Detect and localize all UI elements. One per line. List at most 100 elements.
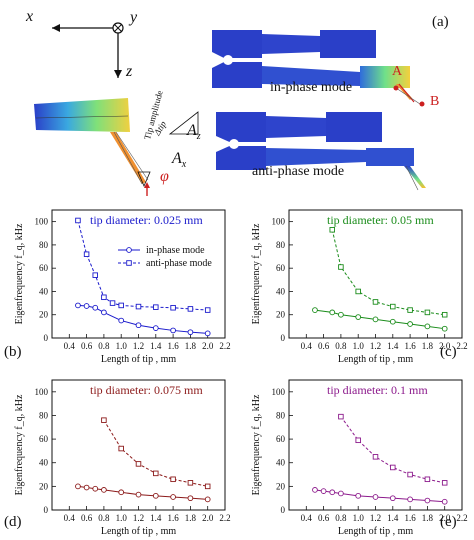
data-point-anti-phase [355,437,361,444]
data-point-in-phase [187,495,194,502]
x-tick-label: 2.2 [456,341,467,351]
a-x-label: Ax [172,150,186,170]
data-point-in-phase [101,487,107,493]
y-tick-label: 60 [276,263,286,273]
data-point-in-phase [389,495,396,502]
data-point-anti-phase [424,309,431,316]
data-point-anti-phase [329,227,335,233]
a-x-sub: x [181,159,187,171]
x-tick-label: 1.6 [404,341,416,351]
legend-label: anti-phase mode [146,258,212,269]
panel-letter-a: (a) [432,14,449,30]
panel-letter-e: (e) [440,514,457,530]
y-tick-label: 80 [276,240,286,250]
a-z-sub: z [196,131,201,143]
data-point-anti-phase [153,470,159,477]
y-tick-label: 80 [276,410,286,420]
y-tick-label: 20 [276,310,286,320]
x-tick-label: 2.2 [219,513,230,523]
in-phase-mode-label: in-phase mode [270,80,353,95]
data-point-anti-phase [441,311,448,318]
y-tick-label: 60 [39,434,49,444]
y-tick-label: 100 [272,217,286,227]
panel-letter-d: (d) [4,514,22,530]
y-tick-label: 40 [276,458,286,468]
data-point-in-phase [424,497,431,504]
x-tick-label: 0.6 [318,513,330,523]
data-point-in-phase [372,494,379,500]
data-point-in-phase [312,487,318,493]
chart-d-tip-0-075: 0 20 40 60 80 100 0.4 0.6 0.8 1.0 1.2 1.4 1.6 1.8 2.0 2… [14,379,231,537]
y-axis-label: Eigenfrequency f_q, kHz [251,394,262,495]
data-point-in-phase [338,311,344,318]
x-tick-label: 1.2 [133,513,144,523]
data-point-anti-phase [135,461,142,467]
tip-diameter-annotation: tip diameter: 0.1 mm [327,383,428,397]
axis-x-label: x [26,8,34,25]
x-tick-label: 1.8 [422,513,434,523]
data-point-anti-phase [101,294,107,301]
x-tick-label: 0.8 [98,341,110,351]
data-point-anti-phase [407,471,413,478]
data-point-in-phase [135,491,142,498]
data-point-in-phase [187,329,194,336]
data-point-in-phase [329,309,336,316]
data-point-anti-phase [101,417,107,423]
data-point-anti-phase [109,300,116,306]
data-point-anti-phase [372,454,379,460]
data-point-in-phase [204,496,211,503]
data-point-anti-phase [372,299,379,305]
y-tick-label: 0 [281,333,286,343]
x-axis-label: Length of tip , mm [338,354,413,365]
data-point-anti-phase [170,476,176,483]
x-tick-label: 0.6 [81,513,93,523]
a-z-label: Az [187,122,201,142]
x-axis-label: Length of tip , mm [338,526,413,537]
x-tick-label: 1.6 [167,513,179,523]
data-point-in-phase [355,314,362,320]
y-tick-label: 0 [44,333,49,343]
data-point-in-phase [312,307,318,313]
plot-frame [51,209,226,339]
data-point-in-phase [135,322,142,329]
x-tick-label: 0.4 [301,513,313,523]
data-point-anti-phase [424,476,431,483]
x-tick-label: 0.4 [301,341,313,351]
x-axis-label: Length of tip , mm [101,354,176,365]
x-tick-label: 1.6 [404,513,416,523]
x-tick-label: 1.8 [185,513,197,523]
x-tick-label: 1.0 [353,513,365,523]
a-x-main: A [172,150,182,167]
x-tick-label: 0.8 [335,513,347,523]
data-point-in-phase [407,321,413,327]
y-tick-label: 40 [276,286,286,296]
y-axis-label: Eigenfrequency f_q, kHz [251,223,262,324]
y-tick-label: 0 [281,505,286,515]
data-point-anti-phase [118,445,124,452]
data-point-in-phase [152,325,159,331]
data-point-anti-phase [338,264,344,270]
y-tick-label: 20 [276,481,286,491]
data-point-anti-phase [187,306,194,312]
data-point-in-phase [338,490,344,497]
chart-b-tip-0-025: 0 20 40 60 80 100 0.4 0.6 0.8 1.0 1.2 1.4 1.6 1.8 2.0 2… [14,209,231,365]
data-point-in-phase [441,498,448,505]
y-tick-label: 60 [276,434,286,444]
data-point-in-phase [83,484,90,491]
panel-letter-c: (c) [440,344,457,360]
in-phase-resonator-illustration [212,30,425,107]
x-tick-label: 1.8 [185,341,197,351]
data-point-in-phase [372,316,379,323]
data-point-in-phase [204,330,211,337]
y-tick-label: 20 [39,481,49,491]
data-point-in-phase [101,309,107,316]
x-tick-label: 1.6 [167,341,179,351]
data-point-in-phase [152,492,159,499]
data-point-anti-phase [390,464,396,471]
data-point-in-phase [170,494,176,500]
data-point-in-phase [92,304,99,311]
plot-frame [51,379,226,511]
data-point-anti-phase [204,483,211,490]
data-point-anti-phase [355,288,361,295]
x-tick-label: 1.4 [387,513,399,523]
